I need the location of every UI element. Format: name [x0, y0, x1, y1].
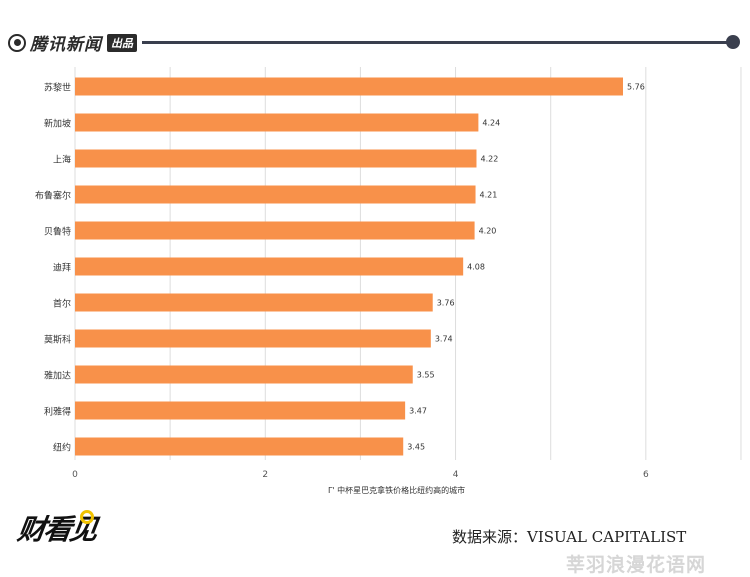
bar	[75, 401, 406, 420]
footer-logo-mark-icon	[80, 510, 94, 524]
value-label: 3.47	[409, 407, 427, 416]
category-label: 纽约	[53, 442, 71, 454]
category-label: 布鲁塞尔	[35, 190, 71, 202]
value-label: 4.20	[479, 227, 497, 236]
bar	[75, 113, 479, 132]
x-axis: 0 2 4 6 Γ' 中杯星巴克拿铁价格比纽约高的城市	[72, 470, 649, 495]
value-label: 3.55	[417, 371, 435, 380]
category-label: 利雅得	[44, 406, 71, 418]
x-tick-label: 2	[262, 470, 268, 480]
category-label: 新加坡	[44, 118, 71, 130]
bar	[75, 293, 433, 312]
data-source: 数据来源：VISUAL CAPITALIST	[452, 528, 687, 546]
value-label: 3.74	[435, 335, 453, 344]
tencent-news-logo-icon	[8, 33, 26, 52]
value-label: 4.08	[467, 263, 485, 272]
bar	[75, 257, 464, 276]
value-label: 4.24	[482, 119, 500, 128]
brand-name: 腾讯新闻	[30, 35, 102, 55]
header-divider-dot	[726, 35, 740, 49]
bar	[75, 329, 431, 348]
value-label: 4.21	[480, 191, 498, 200]
x-tick-label: 0	[72, 470, 78, 480]
value-label: 5.76	[627, 83, 645, 92]
x-axis-label: Γ' 中杯星巴克拿铁价格比纽约高的城市	[328, 485, 465, 495]
bar	[75, 437, 404, 456]
value-label: 3.45	[407, 443, 425, 452]
brand: 腾讯新闻 出品	[8, 30, 137, 55]
bar	[75, 185, 476, 204]
brand-tag: 出品	[107, 33, 137, 52]
category-label: 上海	[53, 154, 71, 166]
header-divider	[142, 41, 732, 44]
value-label: 4.22	[480, 155, 498, 164]
category-label: 贝鲁特	[44, 226, 71, 238]
category-label: 首尔	[53, 298, 71, 310]
bar	[75, 365, 413, 384]
category-label: 迪拜	[53, 262, 71, 274]
bars	[75, 77, 623, 456]
category-label: 苏黎世	[44, 82, 71, 94]
watermark: 莘羽浪漫花语网	[566, 554, 707, 576]
x-tick-label: 4	[453, 470, 459, 480]
category-label: 雅加达	[44, 370, 71, 382]
labels: 苏黎世 5.76 新加坡 4.24 上海 4.22 布鲁塞尔 4.21 贝鲁特 4.20 迪拜 4.0…	[35, 82, 645, 454]
bar	[75, 149, 477, 168]
value-label: 3.76	[437, 299, 455, 308]
bar	[75, 221, 475, 240]
category-label: 莫斯科	[44, 334, 71, 346]
bar	[75, 77, 623, 96]
bar-chart: 苏黎世 5.76 新加坡 4.24 上海 4.22 布鲁塞尔 4.21 贝鲁特 4.20 迪拜 4.0…	[35, 67, 742, 495]
header: 腾讯新闻 出品	[0, 0, 750, 60]
x-tick-label: 6	[643, 470, 649, 480]
